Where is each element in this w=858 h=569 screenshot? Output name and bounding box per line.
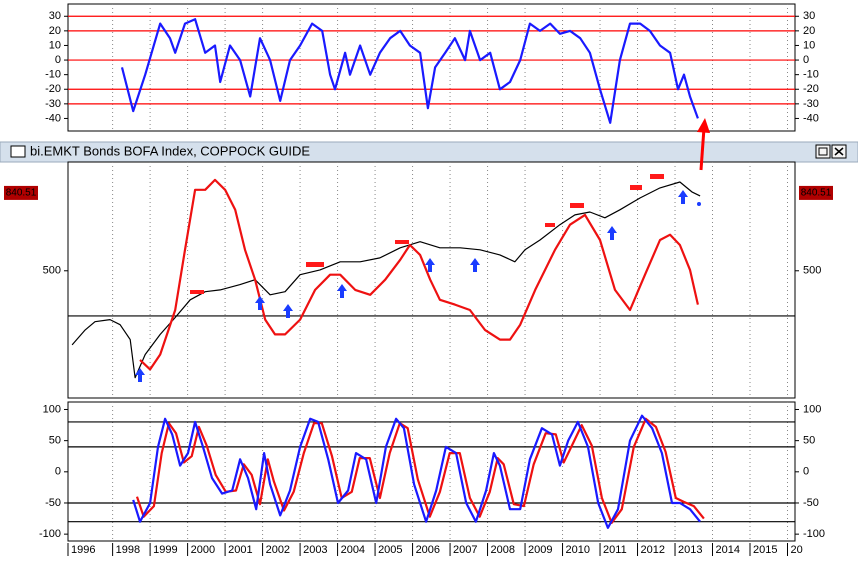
x-tick-label: 2002 [266, 544, 290, 556]
y-tick-label: -40 [803, 112, 819, 124]
y-tick-label: 0 [55, 466, 61, 478]
maximize-icon [818, 147, 828, 156]
series-line [120, 18, 699, 124]
last-price-box [799, 185, 833, 200]
y-tick-label: 10 [803, 39, 815, 51]
x-tick-label: 2001 [228, 544, 252, 556]
y-tick-label: -10 [803, 69, 819, 81]
y-tick-label: -30 [803, 98, 819, 110]
y-tick-label: 30 [803, 10, 815, 22]
y-tick-label: -100 [39, 528, 61, 540]
x-tick-label: 2013 [678, 544, 702, 556]
x-tick-label: 20 [791, 544, 803, 556]
y-tick-label: -20 [45, 83, 61, 95]
y-tick-label: 100 [43, 403, 61, 415]
y-tick-label: -20 [803, 83, 819, 95]
y-tick-label: 50 [49, 435, 61, 447]
middle-panel-frame [67, 161, 796, 399]
annotation-arrow [699, 127, 706, 171]
x-tick-label: 2010 [566, 544, 590, 556]
y-tick-label: 0 [803, 466, 809, 478]
y-tick-label: 20 [49, 25, 61, 37]
x-tick-label: 2015 [753, 544, 777, 556]
sell-signals [190, 174, 664, 294]
y-tick-label: 20 [803, 25, 815, 37]
x-tick-label: 2003 [303, 544, 327, 556]
x-tick-label: 2011 [603, 544, 627, 556]
y-tick-label: -40 [45, 112, 61, 124]
x-tick-label: 2012 [641, 544, 665, 556]
x-tick-label: 1998 [116, 544, 140, 556]
y-tick-label: 0 [55, 54, 61, 66]
window-icon [10, 145, 26, 158]
x-tick-label: 2014 [716, 544, 740, 556]
y-tick-label: -10 [45, 69, 61, 81]
y-tick-label: 10 [49, 39, 61, 51]
buy-signals [135, 190, 701, 382]
last-price-label: 840.51 [801, 188, 832, 199]
y-tick-label: -30 [45, 98, 61, 110]
series-line [135, 417, 705, 524]
x-tick-label: 2005 [378, 544, 402, 556]
x-tick-label: 2004 [341, 544, 365, 556]
x-tick-label: 2009 [528, 544, 552, 556]
x-tick-label: 2007 [453, 544, 477, 556]
last-price-label: 840.51 [6, 188, 37, 199]
last-price-box [4, 185, 38, 200]
y-tick-label: 30 [49, 10, 61, 22]
y-tick-label: 500 [803, 265, 821, 277]
y-tick-label: -50 [803, 497, 819, 509]
y-tick-label: 0 [803, 54, 809, 66]
series-line [132, 414, 701, 529]
panel-title: bi.EMKT Bonds BOFA Index, COPPOCK GUIDE [30, 143, 310, 158]
maximize-button[interactable] [815, 144, 831, 159]
y-tick-label: 100 [803, 403, 821, 415]
x-tick-label: 1996 [71, 544, 95, 556]
x-tick-label: 1999 [153, 544, 177, 556]
series-line [139, 178, 699, 371]
y-tick-label: 50 [803, 435, 815, 447]
x-tick-label: 2008 [491, 544, 515, 556]
annotation-arrowhead [697, 118, 710, 133]
y-tick-label: -100 [803, 528, 825, 540]
y-tick-label: -50 [45, 497, 61, 509]
y-tick-label: 500 [43, 265, 61, 277]
top-panel-frame [67, 3, 796, 132]
close-icon [834, 147, 844, 156]
x-tick-label: 2000 [191, 544, 215, 556]
x-tick-label: 2006 [416, 544, 440, 556]
